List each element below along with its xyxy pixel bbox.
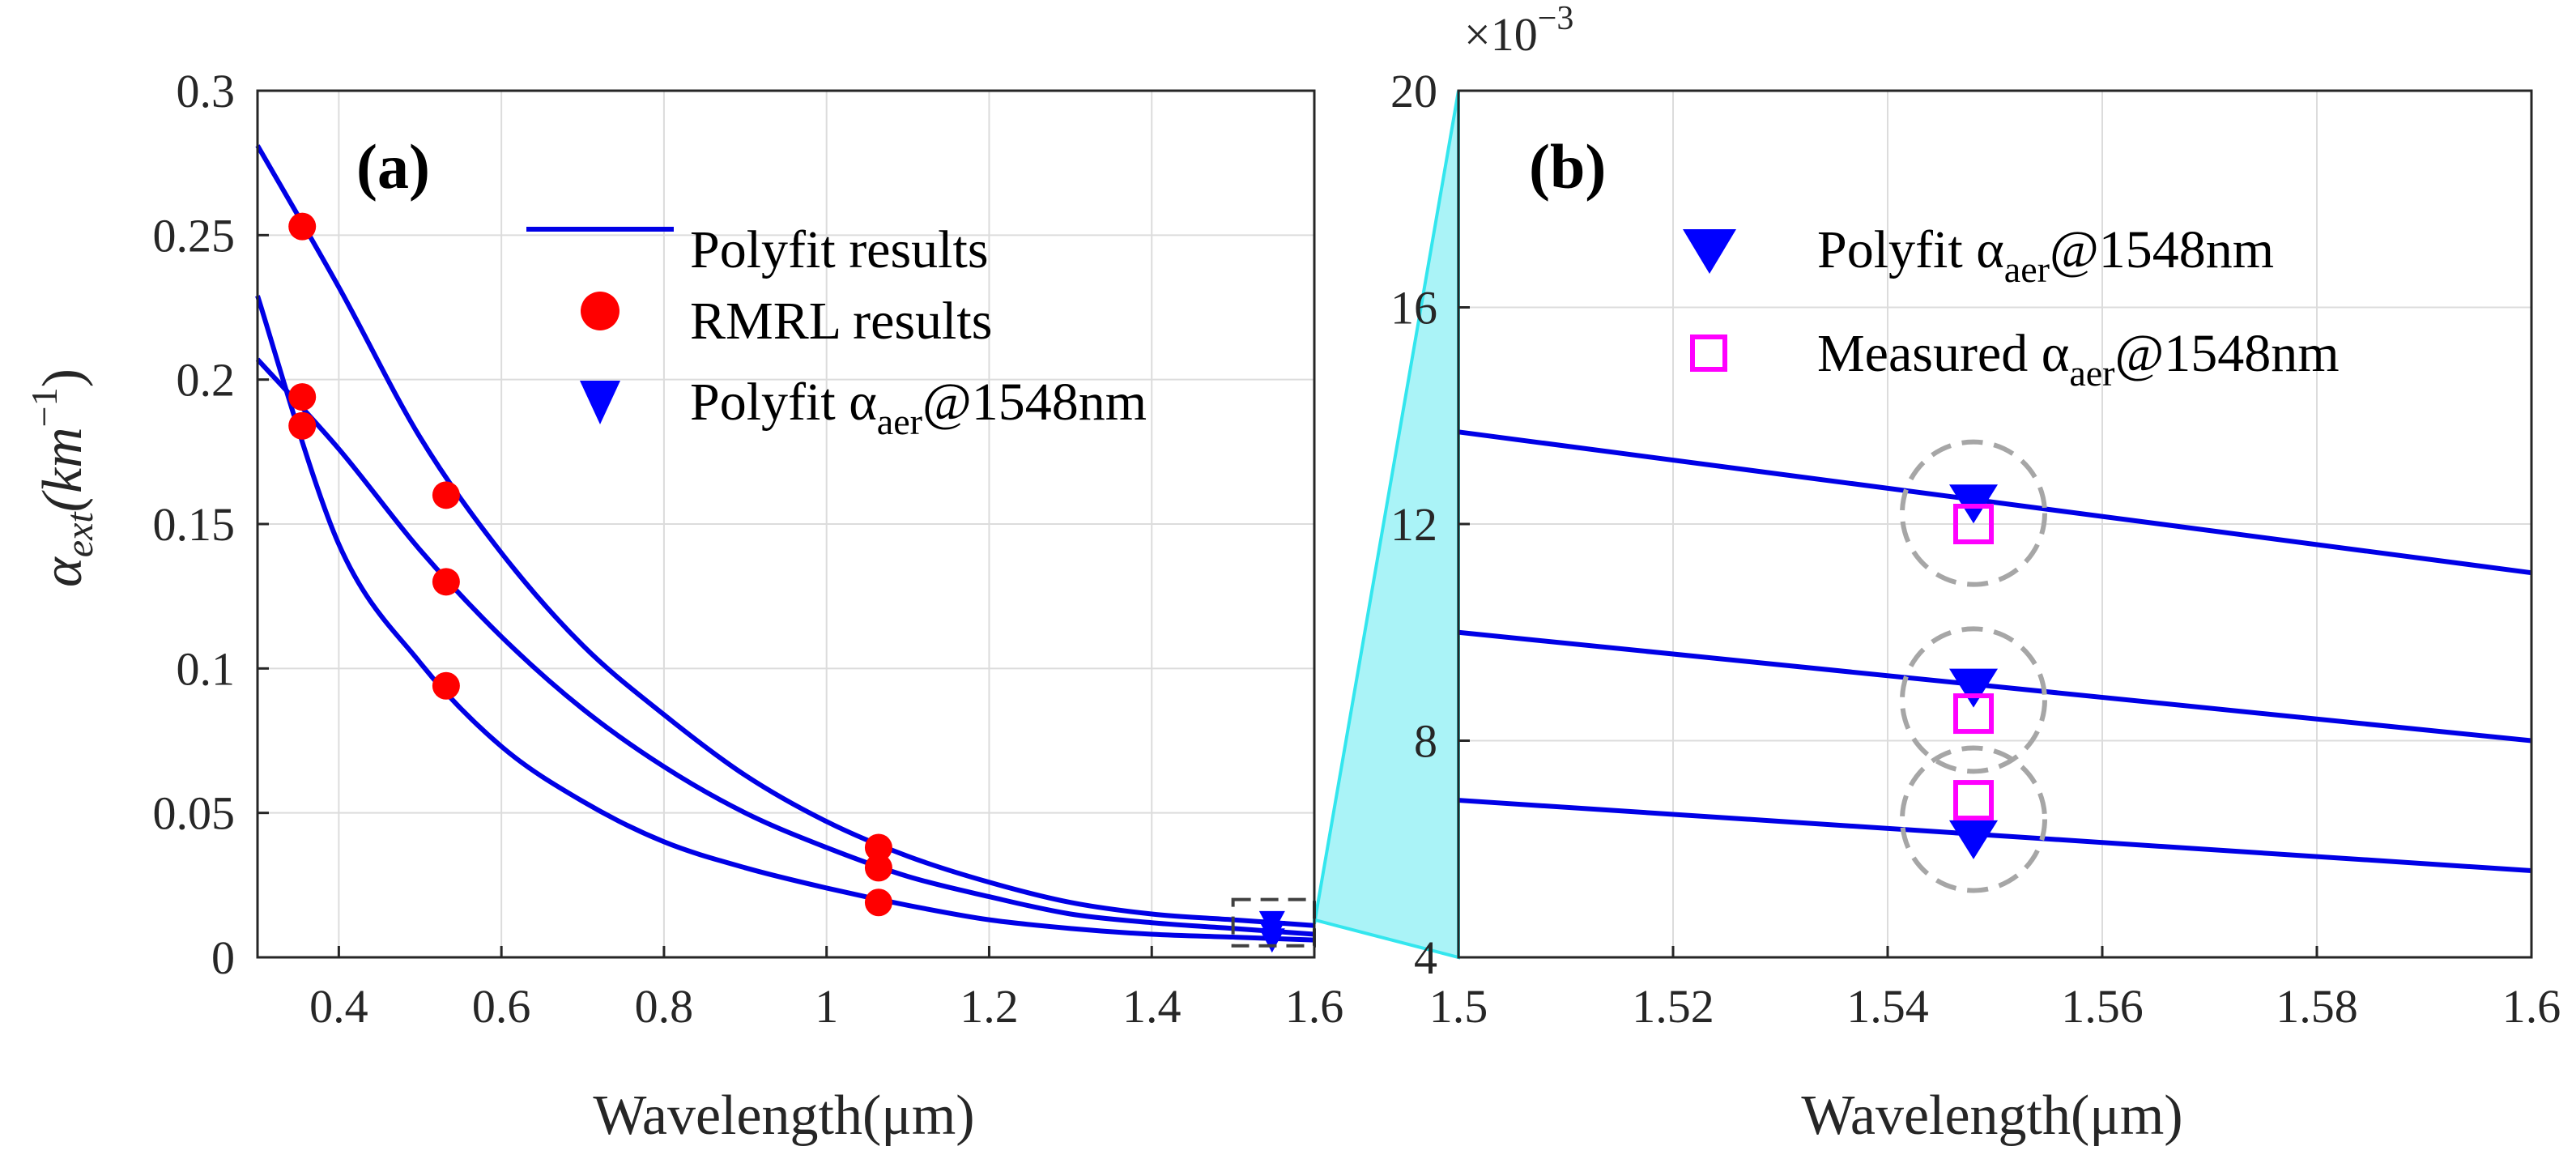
legend-polyfit-results: Polyfit results bbox=[690, 220, 989, 279]
polyfit-aer-marker bbox=[1949, 668, 1998, 708]
panel-b-plot: 1.5 1.52 1.54 1.56 1.58 1.6 4 8 12 16 20 ×10−3 (b… bbox=[1390, 0, 2561, 1147]
measured-aer-marker bbox=[1953, 693, 1994, 735]
y-tick-label: 0.1 bbox=[177, 642, 236, 695]
legend-b-measured-swatch bbox=[1690, 334, 1727, 372]
measured-aer-marker bbox=[1953, 780, 1994, 821]
rmrl-point bbox=[288, 212, 317, 241]
rmrl-point bbox=[864, 854, 892, 882]
x-tick-label: 1.58 bbox=[2276, 980, 2358, 1033]
panel-a-label: (a) bbox=[356, 131, 430, 202]
polyfit-aer-marker bbox=[1258, 928, 1285, 953]
y-tick-label: 16 bbox=[1390, 282, 1437, 334]
x-tick-label: 1.6 bbox=[2502, 980, 2561, 1033]
measured-aer-marker bbox=[1953, 504, 1994, 544]
polyfit-aer-marker bbox=[1949, 820, 1998, 859]
panel-b-x-axis-label: Wavelength(μm) bbox=[1801, 1084, 2182, 1147]
panel-b-x-tick-labels: 1.5 1.52 1.54 1.56 1.58 1.6 bbox=[1429, 980, 2561, 1033]
x-tick-label: 1.2 bbox=[960, 980, 1019, 1033]
panel-a-rmrl-points bbox=[288, 212, 892, 917]
legend-b-measured-aer: Measured αaer@1548nm bbox=[1817, 324, 2340, 394]
x-tick-label: 1.54 bbox=[1846, 980, 1929, 1033]
panel-b-y-exponent: ×10−3 bbox=[1464, 0, 1573, 61]
polyfit-curve-3 bbox=[255, 295, 1315, 943]
legend-b-polyfit-swatch bbox=[1683, 229, 1736, 274]
panel-b-frame bbox=[1457, 89, 2533, 959]
polyfit-line-3 bbox=[1458, 798, 2532, 873]
highlight-circle bbox=[1900, 745, 2047, 893]
rmrl-point bbox=[432, 481, 460, 509]
y-tick-label: 8 bbox=[1414, 715, 1437, 768]
x-tick-label: 0.4 bbox=[309, 980, 368, 1033]
panel-a-polyfit-markers bbox=[1258, 910, 1285, 953]
polyfit-line-1 bbox=[1458, 429, 2532, 576]
polyfit-curve-2 bbox=[255, 357, 1315, 937]
polyfit-line-2 bbox=[1458, 629, 2532, 744]
y-tick-label: 20 bbox=[1390, 65, 1437, 117]
legend-polyfit-aer-swatch bbox=[580, 381, 620, 424]
rmrl-point bbox=[864, 833, 892, 862]
highlight-circle bbox=[1900, 626, 2047, 774]
x-tick-label: 0.6 bbox=[472, 980, 531, 1033]
y-tick-label: 0.05 bbox=[153, 787, 236, 840]
x-tick-label: 1.5 bbox=[1429, 980, 1488, 1033]
panel-a-y-axis-label: αext(km−1) bbox=[23, 369, 101, 587]
rmrl-point bbox=[288, 411, 317, 440]
panel-b-y-tick-labels: 4 8 12 16 20 bbox=[1390, 65, 1437, 984]
panel-b-label: (b) bbox=[1529, 131, 1606, 202]
legend-rmrl-swatch bbox=[581, 292, 620, 330]
zoom-box bbox=[1231, 897, 1316, 948]
x-tick-label: 1 bbox=[815, 980, 838, 1033]
y-tick-label: 0.15 bbox=[153, 498, 236, 551]
y-tick-label: 0.2 bbox=[177, 354, 236, 407]
rmrl-point bbox=[288, 383, 317, 411]
panel-b-highlight-circles bbox=[1900, 439, 2047, 893]
panel-a-curves bbox=[255, 144, 1315, 943]
panel-a-x-tick-labels: 0.4 0.6 0.8 1 1.2 1.4 1.6 bbox=[309, 980, 1343, 1033]
x-tick-label: 1.4 bbox=[1122, 980, 1182, 1033]
panel-b-lines bbox=[1458, 429, 2532, 873]
legend-polyfit-aer: Polyfit αaer@1548nm bbox=[690, 373, 1147, 442]
y-tick-label: 0.3 bbox=[177, 65, 236, 117]
legend-b-polyfit-aer: Polyfit αaer@1548nm bbox=[1817, 220, 2274, 290]
x-tick-label: 0.8 bbox=[635, 980, 694, 1033]
y-tick-label: 4 bbox=[1414, 931, 1437, 984]
rmrl-point bbox=[432, 671, 460, 700]
legend-rmrl-results: RMRL results bbox=[690, 292, 992, 351]
y-tick-label: 0.25 bbox=[153, 209, 236, 262]
panel-a-frame bbox=[256, 89, 1316, 959]
panel-a-y-tick-labels: 0 0.05 0.1 0.15 0.2 0.25 0.3 bbox=[153, 65, 236, 984]
y-tick-label: 0 bbox=[211, 931, 235, 984]
x-tick-label: 1.52 bbox=[1632, 980, 1714, 1033]
highlight-circle bbox=[1900, 439, 2047, 587]
panel-a-x-axis-label: Wavelength(μm) bbox=[593, 1084, 974, 1147]
y-tick-label: 12 bbox=[1390, 498, 1437, 551]
x-tick-label: 1.56 bbox=[2061, 980, 2144, 1033]
polyfit-curve-1 bbox=[255, 144, 1315, 928]
rmrl-point bbox=[864, 888, 892, 917]
panel-a-plot: 0.4 0.6 0.8 1 1.2 1.4 1.6 00.050.10.150.20.250… bbox=[23, 65, 1343, 1147]
panel-b-markers bbox=[1949, 484, 1998, 859]
x-tick-label: 1.6 bbox=[1285, 980, 1344, 1033]
rmrl-point bbox=[432, 568, 460, 596]
